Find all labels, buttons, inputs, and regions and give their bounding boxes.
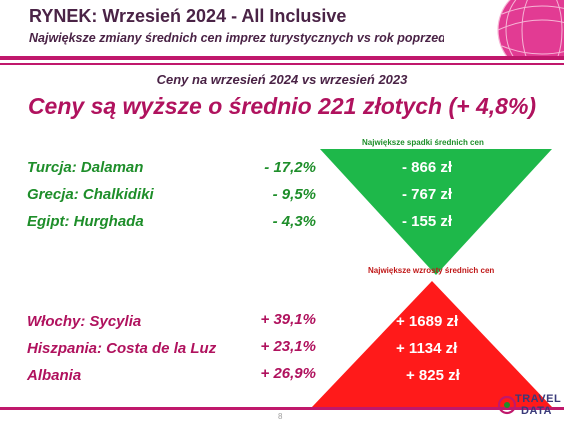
decrease-amount: - 866 zł [402, 159, 453, 176]
logo-text-top: TRAVEL [515, 393, 562, 405]
globe-decoration-icon [444, 0, 564, 58]
increase-percent: + 23,1% [260, 338, 316, 355]
decrease-percent: - 17,2% [264, 159, 316, 176]
increase-amount: + 1134 zł [396, 340, 458, 357]
decrease-destination: Grecja: Chalkidiki [27, 186, 154, 203]
decrease-destination: Turcja: Dalaman [27, 159, 144, 176]
increase-percent: + 39,1% [260, 311, 316, 328]
decrease-amount: - 767 zł [402, 186, 453, 203]
decreases-label: Największe spadki średnich cen [362, 138, 484, 147]
slide-header-title: RYNEK: Wrzesień 2024 - All Inclusive [29, 6, 347, 26]
increase-destination: Włochy: Sycylia [27, 313, 142, 330]
decrease-percent: - 4,3% [272, 213, 316, 230]
increases-label: Największe wzrosty średnich cen [368, 266, 495, 275]
slide-header-subtitle: Największe zmiany średnich cen imprez tu… [29, 31, 457, 45]
decrease-destination: Egipt: Hurghada [27, 213, 144, 230]
comparison-subtitle: Ceny na wrzesień 2024 vs wrzesień 2023 [156, 72, 408, 87]
headline: Ceny są wyższe o średnio 221 złotych (+ … [27, 93, 537, 119]
increase-destination: Albania [27, 367, 82, 384]
header-divider [0, 56, 564, 60]
increase-triangle [312, 281, 552, 407]
logo-text-bottom: DATA [521, 405, 552, 417]
increase-destination: Hiszpania: Costa de la Luz [27, 340, 217, 357]
logo-globe-icon [497, 395, 517, 415]
footer-divider [0, 407, 564, 410]
increase-amount: + 1689 zł [396, 313, 459, 330]
header-divider-thin [0, 63, 564, 65]
decrease-amount: - 155 zł [402, 213, 453, 230]
decrease-triangle [320, 149, 552, 275]
travel-data-logo: TRAVEL DATA [497, 391, 561, 421]
page-number: 8 [278, 412, 283, 421]
increase-amount: + 825 zł [406, 367, 460, 384]
decrease-percent: - 9,5% [272, 186, 316, 203]
increase-percent: + 26,9% [260, 365, 316, 382]
